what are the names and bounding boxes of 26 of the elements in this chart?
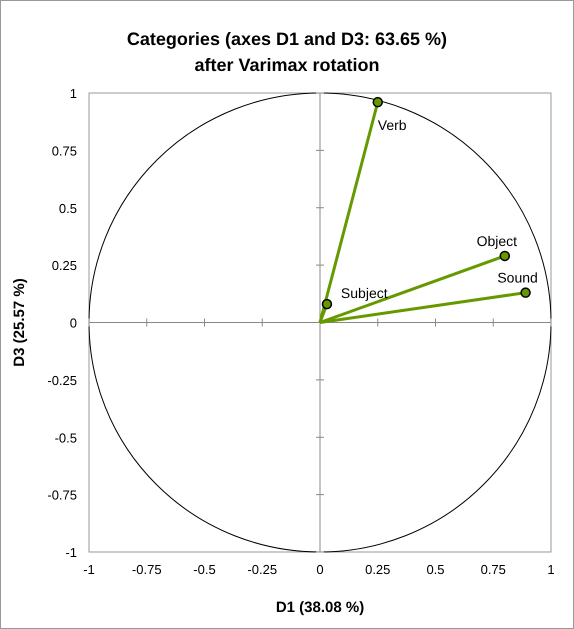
y-tick-label: 1: [70, 86, 77, 101]
y-tick-label: 0.75: [52, 143, 77, 158]
annotation: Sound: [497, 270, 538, 286]
annotation: Object: [476, 232, 518, 249]
chart-subtitle: after Varimax rotation: [194, 55, 380, 75]
x-tick-label: 0: [316, 562, 324, 577]
chart-title: Categories (axes D1 and D3: 63.65 %): [126, 29, 448, 49]
x-tick-label: 1: [547, 562, 555, 577]
y-tick-label: -0.25: [47, 372, 77, 388]
y-tick-label: -1: [65, 545, 77, 560]
y-tick-label: 0.5: [58, 200, 77, 216]
y-tick-label: -0.75: [47, 488, 77, 503]
y-axis-title: D3 (25.57 %): [11, 278, 28, 367]
y-tick-label: -0.5: [54, 430, 77, 446]
y-tick-label: 0.25: [52, 258, 77, 274]
x-tick-label: -0.25: [247, 562, 278, 577]
annotation: Verb: [378, 117, 407, 134]
x-tick-label: 0.75: [480, 562, 506, 577]
x-tick-label: -0.75: [132, 562, 162, 577]
y-tick-label: 0: [70, 316, 77, 330]
x-tick-label: -0.5: [193, 562, 216, 577]
x-tick-label: -1: [83, 562, 95, 577]
x-tick-label: 0.25: [365, 562, 390, 577]
annotation: Subject: [340, 285, 388, 302]
x-axis-title: D1 (38.08 %): [276, 599, 364, 616]
x-tick-label: 0.5: [426, 562, 445, 577]
